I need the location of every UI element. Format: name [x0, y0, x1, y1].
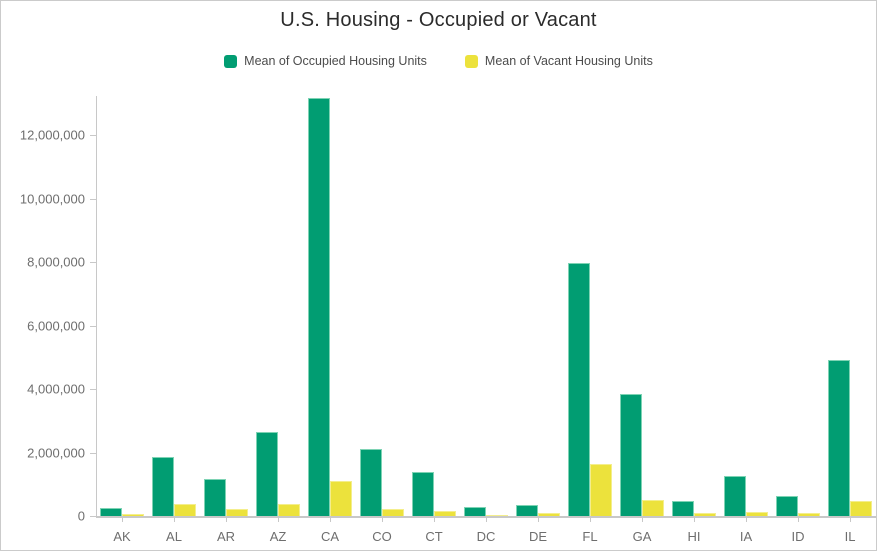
x-axis-tick [330, 517, 331, 522]
y-axis-tick-label: 10,000,000 [19, 191, 85, 206]
bar-occupied-DC[interactable] [464, 507, 486, 516]
bar-occupied-HI[interactable] [672, 501, 694, 516]
bar-occupied-AR[interactable] [204, 479, 226, 516]
bar-occupied-AK[interactable] [100, 508, 122, 516]
y-axis-tick-label: 12,000,000 [19, 127, 85, 143]
x-axis-category-label: HI [687, 529, 701, 544]
x-axis-tick [486, 517, 487, 522]
y-axis-tick-label: 0 [77, 508, 85, 524]
x-axis-category-label: IA [739, 529, 753, 544]
x-axis-tick [642, 517, 643, 522]
legend-item-occupied[interactable]: Mean of Occupied Housing Units [224, 54, 427, 68]
bar-occupied-IA[interactable] [724, 476, 746, 516]
legend-item-label: Mean of Vacant Housing Units [484, 54, 653, 68]
x-axis-tick [434, 517, 435, 522]
bar-occupied-CT[interactable] [412, 472, 434, 516]
bar-occupied-AZ[interactable] [256, 432, 278, 516]
x-axis-category-label: GA [632, 529, 652, 544]
y-axis-tick [90, 452, 96, 454]
bar-occupied-DE[interactable] [516, 505, 538, 516]
bar-occupied-CO[interactable] [360, 449, 382, 516]
y-axis-tick-label: 2,000,000 [27, 445, 85, 460]
y-axis-line [96, 96, 97, 517]
x-axis-tick [590, 517, 591, 522]
bar-vacant-HI[interactable] [694, 513, 716, 516]
legend-item-vacant[interactable]: Mean of Vacant Housing Units [464, 54, 653, 68]
x-axis-tick [694, 517, 695, 522]
x-axis-category-label: IL [844, 529, 856, 544]
x-axis-category-label: CT [425, 529, 443, 544]
bar-vacant-DC[interactable] [486, 515, 508, 516]
bar-occupied-ID[interactable] [776, 496, 798, 516]
x-axis-category-label: AK [113, 529, 131, 544]
bar-vacant-AK[interactable] [122, 514, 144, 516]
x-axis-tick [174, 517, 175, 522]
y-axis-tick-label: 8,000,000 [27, 254, 85, 270]
bar-vacant-GA[interactable] [642, 500, 664, 516]
legend-item-label: Mean of Occupied Housing Units [244, 54, 427, 68]
bar-occupied-GA[interactable] [620, 394, 642, 516]
chart-legend: Mean of Occupied Housing Units Mean of Va… [1, 54, 876, 68]
x-axis-line [96, 516, 876, 518]
bar-vacant-AR[interactable] [226, 509, 248, 516]
bar-vacant-AL[interactable] [174, 504, 196, 516]
y-axis-tick-label: 4,000,000 [27, 381, 85, 397]
x-axis-tick [278, 517, 279, 522]
bar-vacant-FL[interactable] [590, 464, 612, 516]
bar-vacant-IL[interactable] [850, 501, 872, 516]
x-axis-category-label: CO [372, 529, 392, 544]
x-axis-tick [382, 517, 383, 522]
bar-vacant-CA[interactable] [330, 481, 352, 516]
x-axis-category-label: FL [582, 529, 598, 544]
bar-occupied-IL[interactable] [828, 360, 850, 516]
legend-swatch-icon [464, 54, 478, 68]
bar-vacant-ID[interactable] [798, 513, 820, 516]
y-axis-tick [90, 135, 96, 136]
x-axis-tick [798, 517, 799, 522]
y-axis-tick-label: 6,000,000 [27, 318, 85, 333]
y-axis-tick [90, 389, 96, 390]
bar-vacant-CT[interactable] [434, 511, 456, 516]
x-axis-tick [850, 517, 851, 522]
x-axis-category-label: DC [476, 529, 496, 544]
x-axis-category-label: ID [791, 529, 805, 544]
x-axis-tick [226, 517, 227, 522]
x-axis-category-label: AZ [269, 529, 287, 544]
y-axis-tick [90, 262, 96, 263]
bar-vacant-DE[interactable] [538, 513, 560, 516]
y-axis-tick [90, 516, 96, 517]
x-axis-category-label: CA [320, 529, 340, 544]
bar-vacant-AZ[interactable] [278, 504, 300, 516]
bar-vacant-CO[interactable] [382, 509, 404, 516]
x-axis-tick [122, 517, 123, 522]
bar-occupied-CA[interactable] [308, 98, 330, 516]
x-axis-category-label: AR [216, 529, 236, 544]
bar-occupied-FL[interactable] [568, 263, 590, 516]
y-axis-tick [90, 325, 96, 327]
x-axis-tick [746, 517, 747, 522]
x-axis-category-label: AL [166, 529, 182, 544]
bar-occupied-AL[interactable] [152, 457, 174, 516]
bar-vacant-IA[interactable] [746, 512, 768, 516]
x-axis-tick [538, 517, 539, 522]
x-axis-category-label: DE [528, 529, 548, 544]
y-axis-tick [90, 198, 96, 200]
legend-swatch-icon [224, 54, 238, 68]
chart-title: U.S. Housing - Occupied or Vacant [280, 9, 597, 31]
